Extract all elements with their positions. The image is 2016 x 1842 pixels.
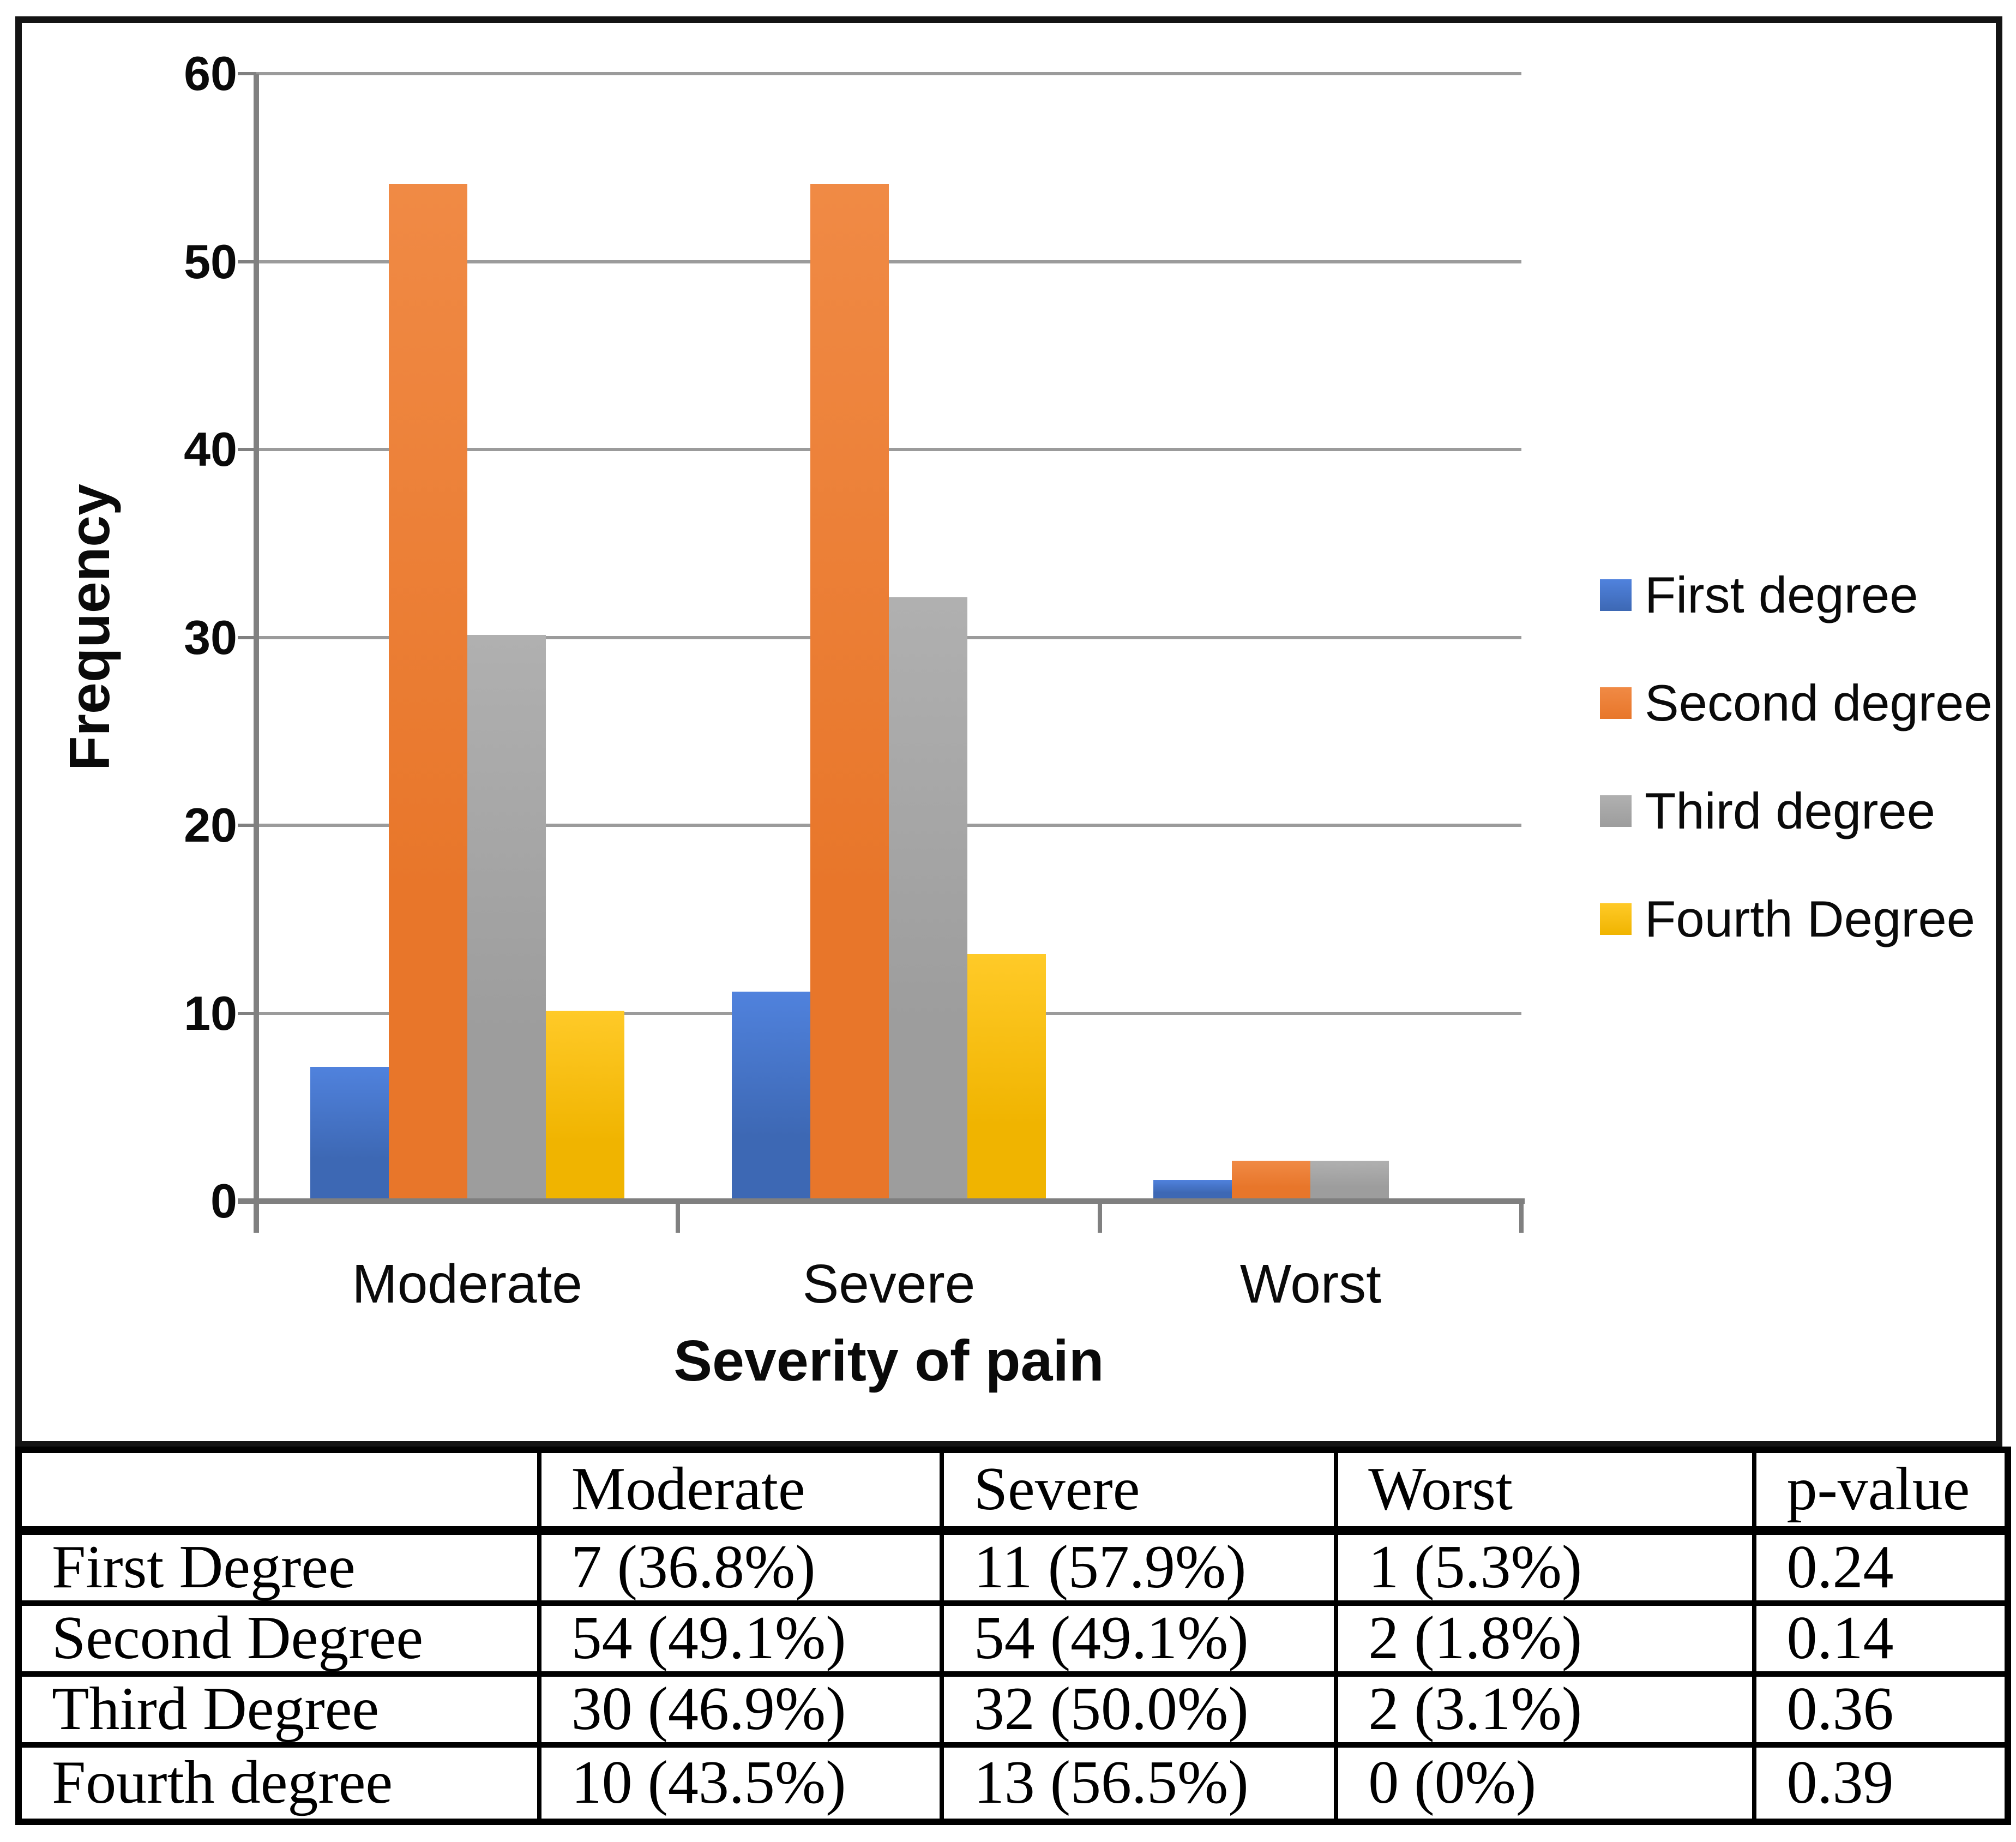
bar-third-degree-worst: [1310, 1161, 1389, 1198]
bar-second-degree-worst: [1232, 1161, 1311, 1198]
x-axis-tick: [676, 1201, 681, 1233]
table-cell: 2 (3.1%): [1338, 1677, 1757, 1748]
gridline: [256, 448, 1521, 451]
bar-first-degree-severe: [732, 992, 810, 1198]
bar-first-degree-moderate: [310, 1066, 389, 1198]
legend-label: First degree: [1645, 566, 1918, 623]
table-header-worst: Worst: [1338, 1453, 1757, 1535]
table-row-header: First Degree: [22, 1535, 541, 1606]
table-cell: 30 (46.9%): [541, 1677, 944, 1748]
table-header-severe: Severe: [943, 1453, 1339, 1535]
bar-fourth-degree-severe: [967, 954, 1046, 1198]
table-header-p-value: p-value: [1756, 1453, 2005, 1535]
legend-swatch-first-degree: [1600, 579, 1632, 611]
legend-entry: First degree: [1600, 565, 1993, 625]
table-cell: 0.24: [1756, 1535, 2005, 1606]
legend-label: Third degree: [1645, 782, 1935, 839]
table-cell: 0 (0%): [1338, 1748, 1757, 1819]
chart-area: Frequency Severity of pain First degree S…: [15, 16, 2002, 1448]
x-axis-line: [238, 1198, 1525, 1204]
legend-swatch-third-degree: [1600, 795, 1632, 827]
y-axis-tick: [238, 635, 256, 639]
y-axis-line: [254, 74, 259, 1233]
gridline: [256, 260, 1521, 263]
bar-third-degree-moderate: [467, 634, 546, 1198]
y-axis-tick: [238, 260, 256, 263]
y-axis-tick-label: 30: [184, 610, 237, 664]
table-cell: 1 (5.3%): [1338, 1535, 1757, 1606]
legend-label: Fourth Degree: [1645, 890, 1976, 947]
table-cell: 0.39: [1786, 1749, 1894, 1817]
table-cell: 32 (50.0%): [943, 1677, 1339, 1748]
y-axis-tick-label: 60: [184, 46, 237, 100]
y-axis-tick-label: 50: [184, 234, 237, 289]
x-axis-category-label: Severe: [802, 1253, 976, 1315]
table-cell: 54 (49.1%): [541, 1606, 944, 1677]
table-row-header: Fourth degree: [22, 1748, 541, 1819]
bar-fourth-degree-moderate: [545, 1010, 624, 1198]
bar-third-degree-severe: [889, 597, 967, 1198]
results-table: Moderate Severe Worst p-value First Degree 7 …: [15, 1447, 2011, 1825]
legend-entry: Third degree: [1600, 781, 1993, 841]
gridline: [256, 72, 1521, 75]
table-cell: 13 (56.5%): [944, 1748, 1339, 1819]
table-cell: 11 (57.9%): [943, 1535, 1339, 1606]
table-row-header: Third Degree: [22, 1677, 541, 1748]
table-cell: 54 (49.1%): [943, 1606, 1339, 1677]
y-axis-tick: [238, 448, 256, 451]
table-cell: 2 (1.8%): [1338, 1606, 1757, 1677]
y-axis-tick-label: 0: [210, 1174, 237, 1228]
table-cell: 0.14: [1756, 1606, 2005, 1677]
x-axis-tick: [254, 1201, 258, 1233]
table-row-header: Second Degree: [22, 1606, 541, 1677]
legend-entry: Fourth Degree: [1600, 889, 1993, 949]
legend: First degree Second degree Third degree Fou…: [1600, 565, 1993, 949]
legend-entry: Second degree: [1600, 673, 1993, 733]
y-axis-tick-label: 40: [184, 422, 237, 476]
x-axis-tick: [1097, 1201, 1102, 1233]
bar-second-degree-severe: [810, 183, 889, 1198]
y-axis-tick-label: 10: [184, 986, 237, 1040]
legend-label: Second degree: [1645, 674, 1993, 731]
legend-swatch-second-degree: [1600, 687, 1632, 719]
legend-swatch-fourth-degree: [1600, 903, 1632, 935]
y-axis-tick-label: 20: [184, 798, 237, 852]
bar-first-degree-worst: [1153, 1179, 1232, 1198]
plot-area: [238, 72, 1525, 1233]
table-header-empty: [22, 1453, 541, 1535]
table-cell: 0.36: [1756, 1677, 2005, 1748]
y-axis-tick: [238, 1011, 256, 1015]
x-axis-category-label: Worst: [1239, 1253, 1381, 1315]
bar-second-degree-moderate: [388, 183, 467, 1198]
y-axis-tick: [238, 72, 256, 75]
x-axis-tick: [1519, 1201, 1524, 1233]
table-header-moderate: Moderate: [541, 1453, 944, 1535]
x-axis-category-label: Moderate: [352, 1253, 582, 1315]
table-cell: 10 (43.5%): [541, 1748, 944, 1819]
x-axis-title: Severity of pain: [673, 1329, 1104, 1393]
table-cell: 7 (36.8%): [541, 1535, 944, 1606]
y-axis-tick: [238, 824, 256, 827]
